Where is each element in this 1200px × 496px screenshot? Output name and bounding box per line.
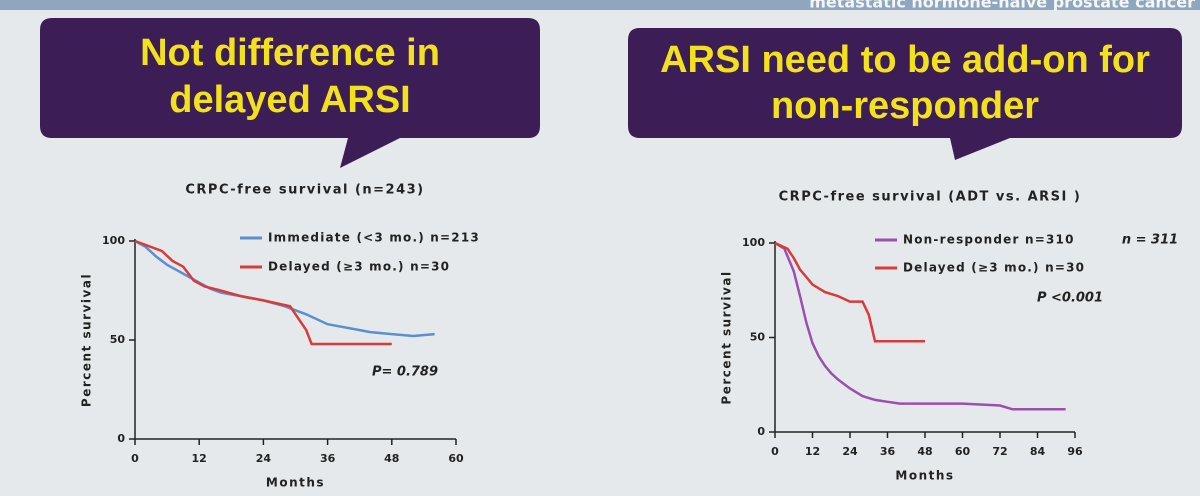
callout-box [628,28,1182,160]
x-tick-label: 84 [1030,445,1046,458]
header-text: metastatic hormone-naive prostate cancer [809,0,1195,12]
y-tick-label: 0 [117,432,125,445]
callout-box [40,18,540,168]
x-tick-label: 24 [256,452,272,465]
x-tick-label: 60 [955,445,971,458]
callout-text: ARSI need to be add-on for [660,39,1150,81]
y-axis-label: Percent survival [80,273,94,407]
x-tick-label: 60 [448,452,464,465]
x-tick-label: 48 [917,445,932,458]
x-tick-label: 12 [805,445,820,458]
x-axis-label: Months [266,476,325,490]
x-tick-label: 72 [992,445,1007,458]
x-axis-label: Months [895,469,954,483]
header-strip [0,0,1200,10]
y-tick-label: 100 [102,234,125,247]
survival-curve [134,239,392,346]
x-tick-label: 96 [1067,445,1083,458]
y-tick-label: 50 [750,331,766,344]
annotation: P= 0.789 [372,365,438,380]
x-tick-label: 48 [384,452,399,465]
callout-text: delayed ARSI [169,79,410,121]
chart-title: CRPC-free survival (ADT vs. ARSI ) [779,190,1082,205]
survival-curve [774,241,925,343]
x-tick-label: 24 [842,445,858,458]
callout-text: non-responder [771,85,1039,127]
y-axis-label: Percent survival [720,270,734,404]
y-tick-label: 50 [110,333,126,346]
y-tick-label: 0 [757,425,765,438]
survival-curve [774,241,1066,411]
x-tick-label: 0 [131,452,139,465]
legend-label: Immediate (<3 mo.) n=213 [268,231,480,245]
callout-text: Not difference in [140,32,440,74]
x-tick-label: 36 [880,445,896,458]
x-tick-label: 12 [192,452,207,465]
annotation: P <0.001 [1037,291,1103,306]
annotation: n = 311 [1122,233,1178,248]
legend-label: Delayed (≥3 mo.) n=30 [903,261,1085,275]
chart-title: CRPC-free survival (n=243) [185,183,424,198]
y-tick-label: 100 [742,236,765,249]
legend-label: Delayed (≥3 mo.) n=30 [268,260,450,274]
x-tick-label: 0 [771,445,779,458]
legend-label: Non-responder n=310 [903,233,1075,247]
x-tick-label: 36 [320,452,336,465]
